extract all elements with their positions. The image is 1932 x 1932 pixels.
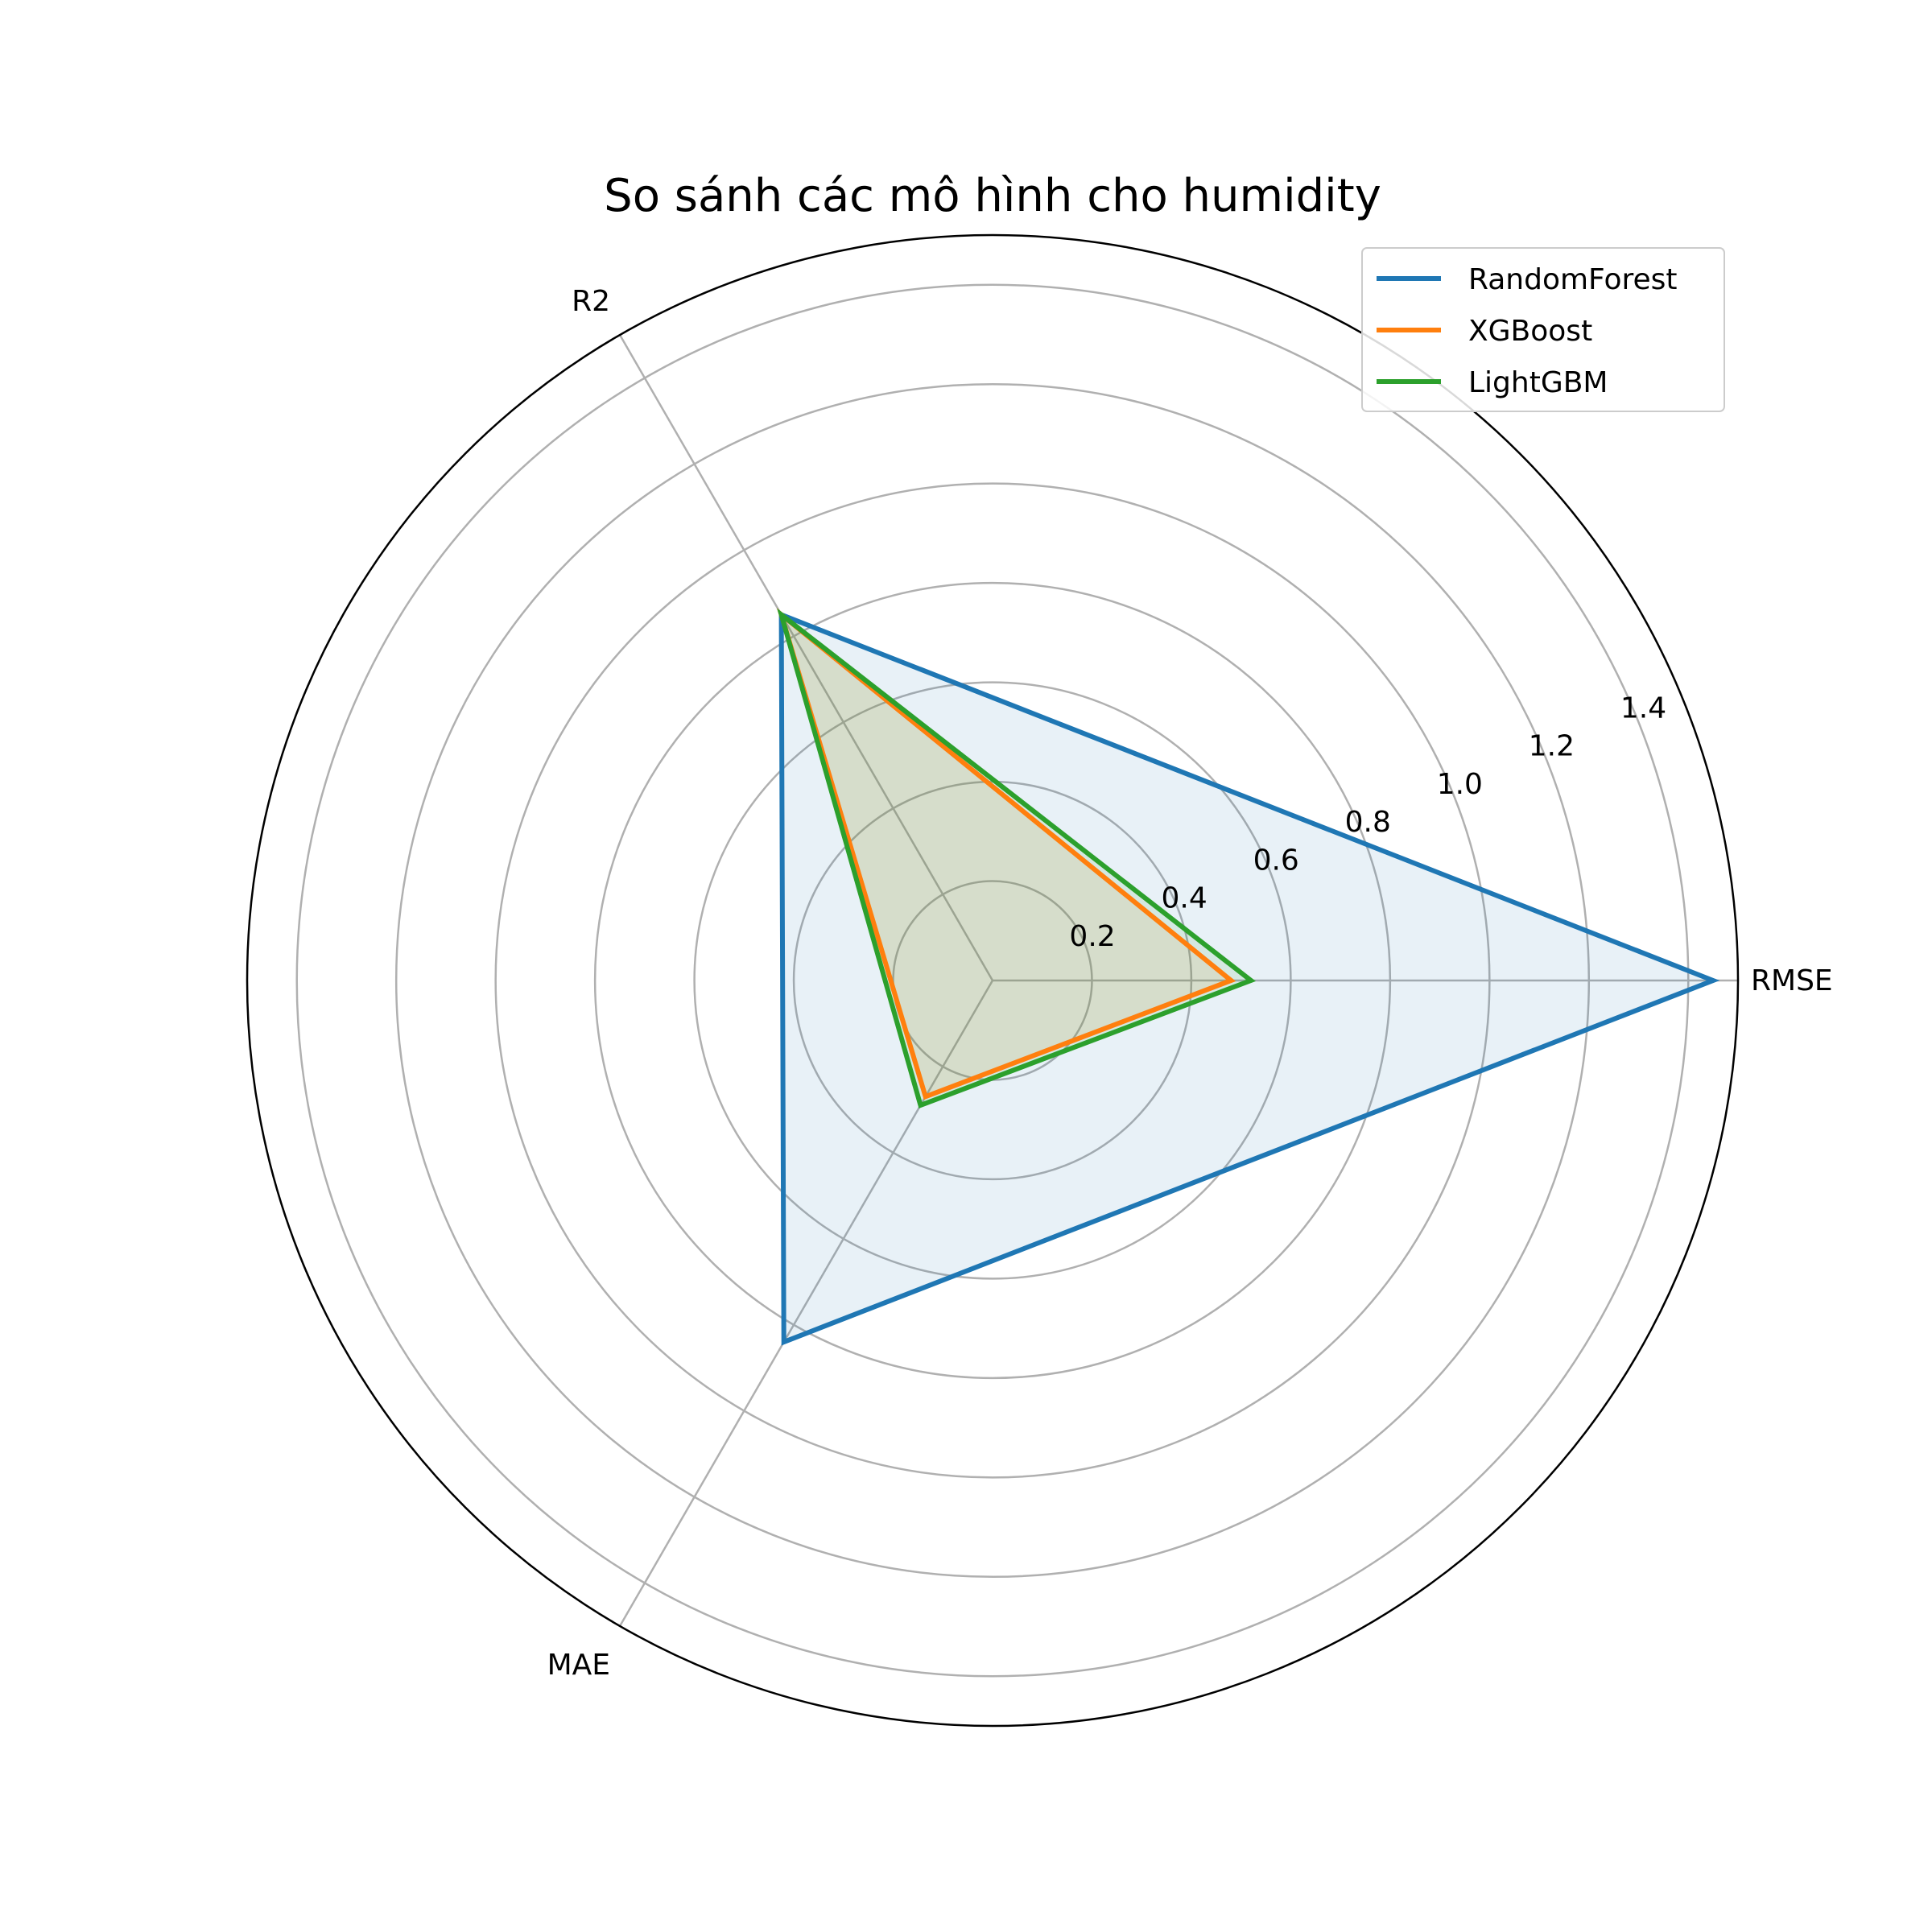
axis-label: R2 bbox=[572, 285, 610, 318]
r-tick-label: 1.2 bbox=[1529, 730, 1575, 763]
series-line bbox=[776, 608, 1236, 1100]
series-fill bbox=[781, 614, 1232, 1097]
label-layer: RMSE R2 MAE 0.2 0.4 0.6 0.8 1.0 1.2 1.4 bbox=[547, 285, 1833, 1682]
r-tick-label: 0.2 bbox=[1069, 920, 1115, 953]
r-tick-label: 1.4 bbox=[1620, 691, 1666, 724]
axis-label: MAE bbox=[547, 1649, 610, 1682]
legend-label: LightGBM bbox=[1468, 366, 1608, 399]
spoke-line bbox=[618, 980, 994, 1627]
r-tick-label: 0.4 bbox=[1162, 882, 1208, 915]
legend-frame bbox=[1361, 247, 1725, 412]
radial-grid bbox=[295, 283, 1738, 1678]
legend-label: XGBoost bbox=[1468, 315, 1592, 348]
axis-label: RMSE bbox=[1751, 964, 1833, 997]
spoke-line bbox=[618, 334, 994, 981]
chart-title: So sánh các mô hình cho humidity bbox=[604, 170, 1381, 222]
r-tick-label: 1.0 bbox=[1437, 768, 1483, 801]
legend: RandomForest XGBoost LightGBM bbox=[1361, 247, 1725, 412]
polar-frame bbox=[246, 233, 1740, 1728]
series-layer bbox=[776, 608, 1720, 1346]
series-line bbox=[777, 608, 1257, 1108]
r-tick-label: 0.8 bbox=[1345, 806, 1391, 839]
legend-label: RandomForest bbox=[1468, 263, 1678, 296]
series-fill bbox=[781, 614, 1251, 1105]
r-tick-label: 0.6 bbox=[1253, 844, 1299, 877]
series-line bbox=[778, 611, 1720, 1346]
